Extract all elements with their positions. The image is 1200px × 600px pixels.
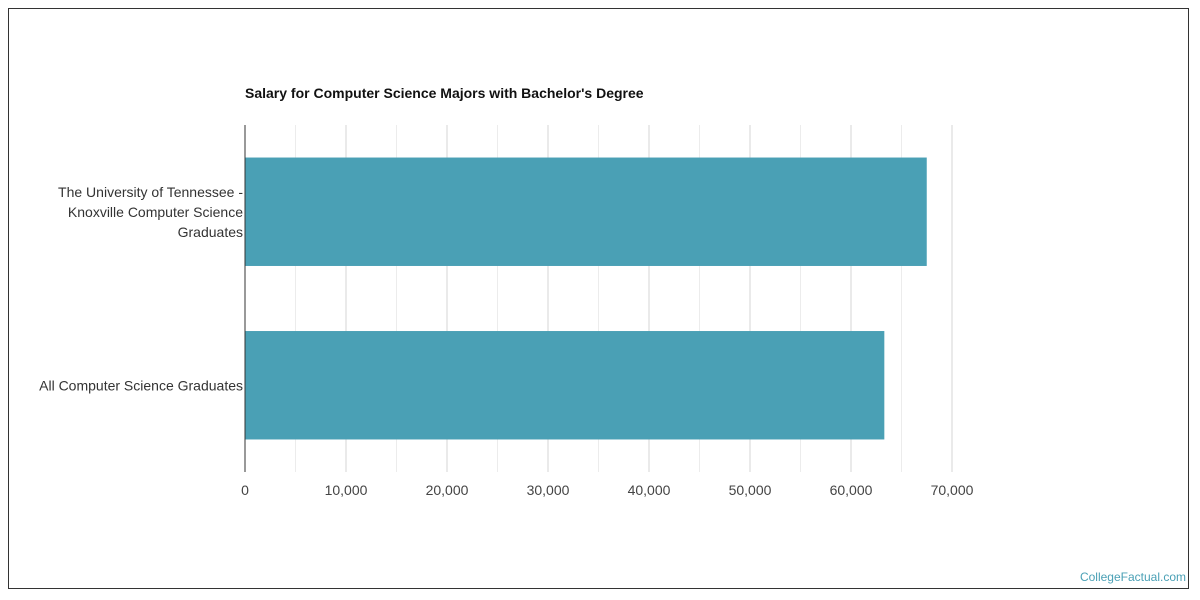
category-label: The University of Tennessee - Knoxville C… [58, 184, 243, 240]
x-tick-label: 50,000 [729, 482, 772, 498]
category-label-line: The University of Tennessee - [58, 184, 243, 200]
x-tick-label: 0 [241, 482, 249, 498]
chart-title: Salary for Computer Science Majors with … [245, 85, 644, 101]
category-label-line: Graduates [178, 224, 243, 240]
x-tick-label: 70,000 [931, 482, 974, 498]
bars [245, 157, 927, 440]
category-label-line: All Computer Science Graduates [39, 377, 243, 393]
x-tick-label: 30,000 [527, 482, 570, 498]
bar[interactable] [245, 157, 927, 266]
x-tick-label: 60,000 [830, 482, 873, 498]
credit-link[interactable]: CollegeFactual.com [1079, 570, 1186, 584]
x-tick-labels: 0 10,000 20,000 30,000 40,000 50,000 60,000 70,… [241, 482, 974, 498]
category-label: All Computer Science Graduates [39, 377, 243, 393]
bar[interactable] [245, 331, 885, 440]
x-tick-label: 40,000 [628, 482, 671, 498]
category-labels: The University of Tennessee - Knoxville C… [39, 184, 243, 394]
category-label-line: Knoxville Computer Science [68, 204, 243, 220]
chart-frame [8, 8, 1189, 589]
x-tick-label: 10,000 [325, 482, 368, 498]
x-tick-label: 20,000 [426, 482, 469, 498]
